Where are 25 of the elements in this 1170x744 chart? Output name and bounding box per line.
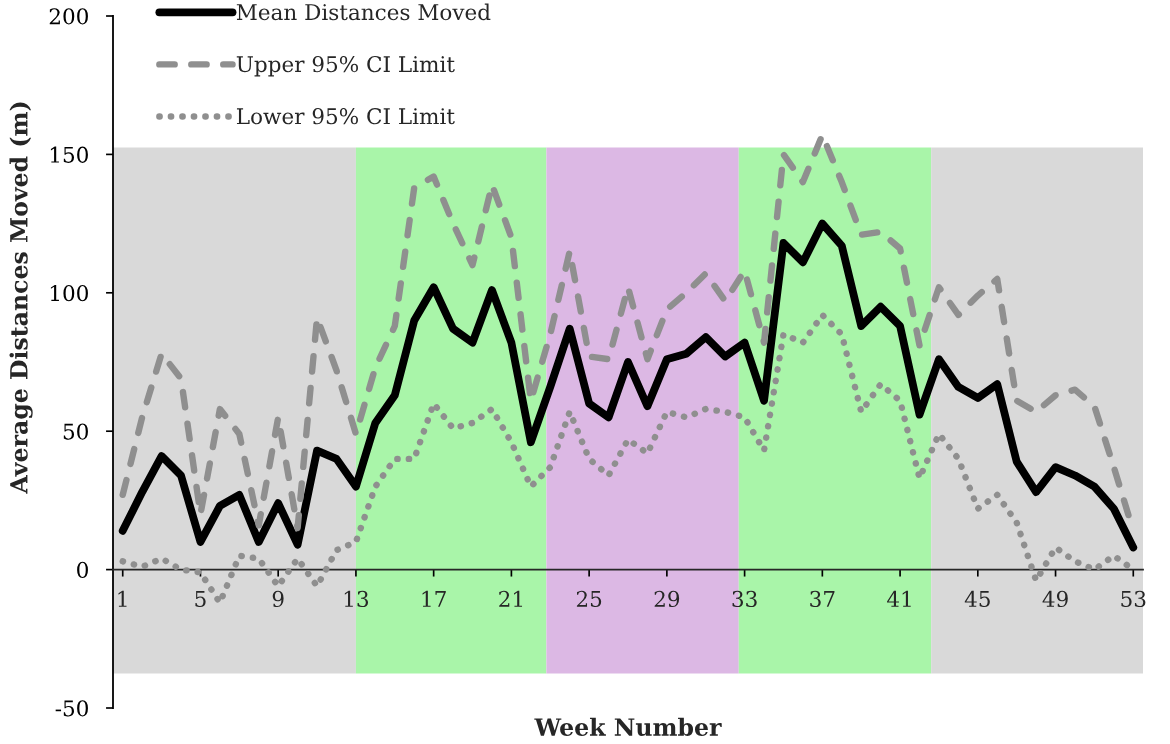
x-tick-label: 49	[1042, 590, 1068, 608]
x-tick-label: 5	[195, 591, 206, 608]
x-tick-label: 9	[272, 590, 284, 608]
legend-label: Mean Distances Moved	[236, 3, 491, 21]
x-tick-label: 37	[810, 590, 835, 608]
y-tick-label: 200	[49, 8, 88, 25]
x-tick-label: 25	[576, 590, 602, 608]
y-axis-title: Average Distances Moved (m)	[9, 102, 33, 494]
y-tick-label: 0	[77, 561, 88, 579]
x-tick-label: 41	[887, 590, 911, 607]
x-tick-label: 29	[654, 590, 680, 608]
y-tick-label: -50	[55, 700, 88, 717]
x-tick-label: 45	[964, 590, 990, 608]
x-axis-title: Week Number	[534, 717, 722, 736]
legend-label: Upper 95% CI Limit	[236, 55, 455, 77]
y-tick-label: 50	[63, 423, 88, 440]
x-tick-label: 33	[732, 590, 757, 608]
y-tick-label: 150	[50, 146, 88, 163]
x-tick-label: 17	[422, 590, 446, 607]
x-tick-label: 13	[344, 590, 369, 608]
x-tick-label: 21	[499, 590, 523, 607]
x-tick-label: 53	[1121, 590, 1146, 608]
legend-label: Lower 95% CI Limit	[236, 108, 455, 125]
x-tick-label: 1	[118, 590, 127, 607]
y-tick-label: 100	[50, 285, 88, 302]
